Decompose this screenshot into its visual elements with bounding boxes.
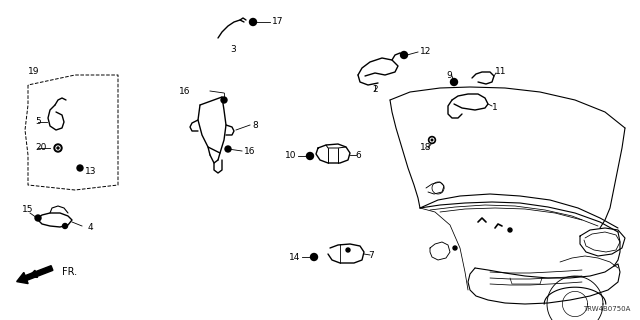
Circle shape — [63, 223, 67, 228]
Circle shape — [307, 153, 314, 159]
Text: 18: 18 — [420, 143, 431, 153]
Circle shape — [57, 147, 59, 149]
Circle shape — [346, 248, 350, 252]
Text: 2: 2 — [372, 85, 378, 94]
Circle shape — [430, 138, 434, 142]
Text: 5: 5 — [35, 117, 41, 126]
Circle shape — [54, 144, 62, 152]
Circle shape — [225, 146, 231, 152]
Text: 7: 7 — [368, 251, 374, 260]
Circle shape — [429, 137, 435, 143]
Text: 9: 9 — [446, 70, 452, 79]
Text: 3: 3 — [230, 45, 236, 54]
Circle shape — [77, 165, 83, 171]
Text: FR.: FR. — [62, 267, 77, 277]
Circle shape — [401, 52, 408, 59]
Circle shape — [453, 246, 457, 250]
Text: 8: 8 — [252, 121, 258, 130]
Circle shape — [451, 78, 458, 85]
Text: 1: 1 — [492, 103, 498, 113]
Text: 16: 16 — [179, 86, 190, 95]
Circle shape — [508, 228, 512, 232]
FancyArrow shape — [17, 266, 53, 284]
Text: 11: 11 — [495, 68, 506, 76]
Text: TRW4B0750A: TRW4B0750A — [582, 306, 630, 312]
Circle shape — [431, 139, 433, 141]
Circle shape — [221, 97, 227, 103]
Text: 20: 20 — [35, 143, 46, 153]
Text: 16: 16 — [244, 147, 255, 156]
Text: 19: 19 — [28, 68, 40, 76]
Circle shape — [35, 215, 41, 221]
Text: 14: 14 — [289, 252, 300, 261]
Circle shape — [250, 19, 257, 26]
Text: 6: 6 — [355, 150, 361, 159]
Text: 12: 12 — [420, 47, 431, 57]
Circle shape — [56, 146, 60, 150]
Text: 13: 13 — [85, 167, 97, 177]
Text: 17: 17 — [272, 18, 284, 27]
Text: 15: 15 — [22, 205, 33, 214]
Text: 10: 10 — [285, 151, 296, 161]
Text: 4: 4 — [88, 223, 93, 233]
Circle shape — [310, 253, 317, 260]
